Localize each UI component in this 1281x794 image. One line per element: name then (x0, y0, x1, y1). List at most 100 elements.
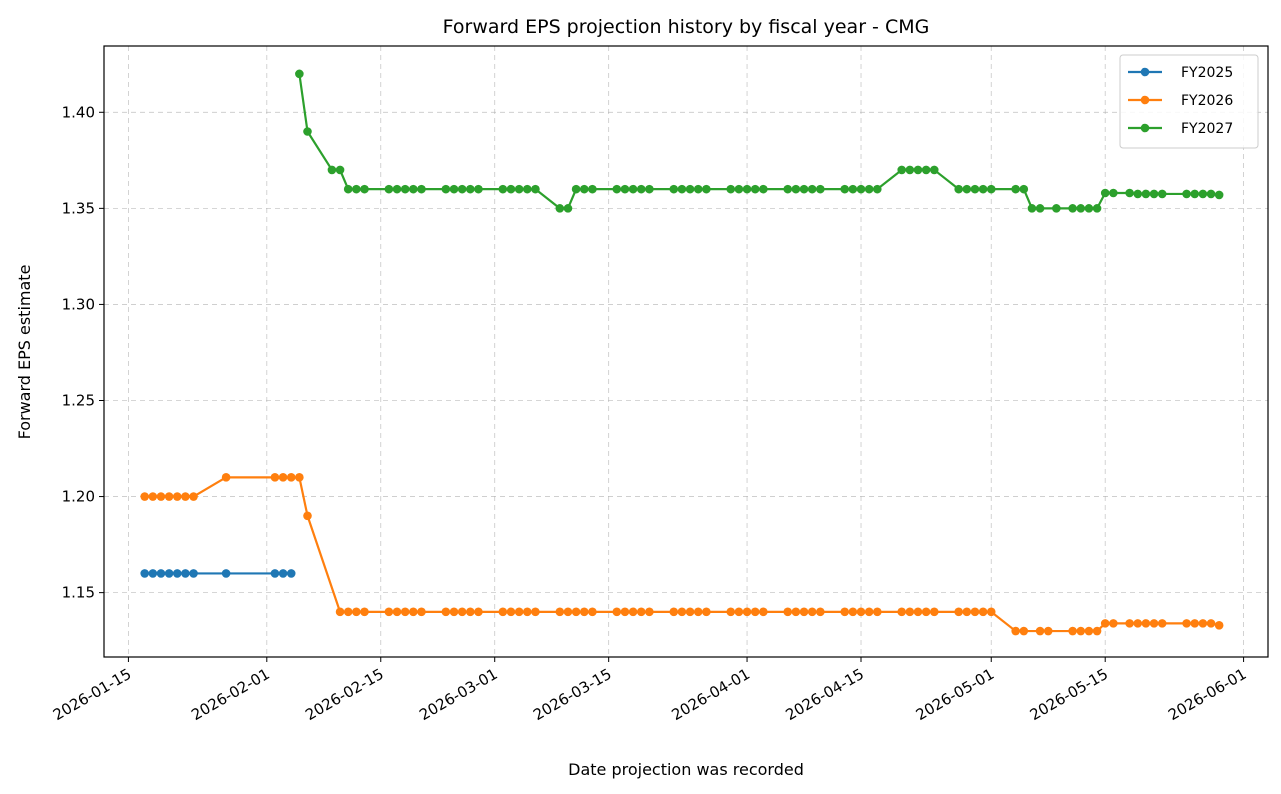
data-point-fy2026 (1109, 619, 1118, 628)
data-point-fy2027 (864, 184, 874, 194)
y-tick-label: 1.25 (62, 391, 95, 409)
data-point-fy2026 (1068, 626, 1077, 636)
data-point-fy2026 (278, 473, 288, 482)
y-tick-label: 1.35 (62, 199, 95, 217)
data-point-fy2027 (1109, 188, 1118, 198)
data-point-fy2027 (759, 184, 768, 194)
data-point-fy2026 (498, 607, 508, 617)
data-point-fy2027 (1125, 188, 1134, 198)
data-point-fy2025 (164, 569, 174, 578)
data-point-fy2026 (905, 607, 915, 617)
legend-label: FY2025 (1181, 65, 1233, 81)
y-tick-label: 1.15 (62, 584, 95, 602)
data-point-fy2026 (1092, 626, 1102, 636)
data-point-fy2027 (1027, 204, 1037, 213)
data-point-fy2027 (1149, 189, 1159, 199)
data-point-fy2026 (441, 607, 451, 617)
data-point-fy2027 (392, 184, 402, 194)
data-point-fy2026 (1133, 619, 1143, 628)
data-point-fy2027 (750, 184, 760, 194)
data-point-fy2026 (759, 607, 768, 617)
data-point-fy2026 (181, 492, 190, 501)
data-point-fy2027 (295, 69, 304, 79)
data-point-fy2026 (384, 607, 394, 617)
plot-frame (103, 45, 1269, 658)
data-point-fy2027 (1190, 189, 1200, 199)
data-point-fy2027 (872, 184, 882, 194)
data-point-fy2027 (742, 184, 752, 194)
data-point-fy2026 (734, 607, 744, 617)
data-point-fy2026 (677, 607, 687, 617)
data-point-fy2027 (417, 184, 426, 194)
data-point-fy2026 (620, 607, 630, 617)
data-point-fy2027 (645, 184, 654, 194)
data-point-fy2026 (807, 607, 817, 617)
data-point-fy2027 (343, 184, 353, 194)
legend-marker (1140, 95, 1150, 105)
data-point-fy2026 (189, 492, 198, 501)
data-point-fy2027 (962, 184, 972, 194)
data-point-fy2026 (750, 607, 760, 617)
data-point-fy2027 (636, 184, 646, 194)
data-point-fy2026 (360, 607, 369, 617)
data-point-fy2026 (449, 607, 459, 617)
legend-item-fy2027: FY2027 (1128, 121, 1233, 137)
data-point-fy2027 (1052, 204, 1061, 213)
data-point-fy2027 (1092, 204, 1102, 213)
series-layer (140, 69, 1224, 636)
data-point-fy2027 (905, 165, 915, 175)
data-point-fy2026 (1084, 626, 1094, 636)
series-fy2027 (295, 69, 1224, 213)
data-point-fy2025 (270, 569, 280, 578)
data-point-fy2026 (726, 607, 736, 617)
data-point-fy2026 (417, 607, 426, 617)
data-point-fy2027 (897, 165, 907, 175)
data-point-fy2027 (913, 165, 923, 175)
data-point-fy2027 (465, 184, 475, 194)
data-point-fy2026 (864, 607, 874, 617)
data-point-fy2027 (579, 184, 589, 194)
data-point-fy2026 (335, 607, 345, 617)
data-point-fy2025 (221, 569, 231, 578)
data-point-fy2026 (579, 607, 589, 617)
data-point-fy2026 (392, 607, 402, 617)
data-point-fy2027 (954, 184, 963, 194)
data-point-fy2027 (1182, 189, 1191, 199)
data-point-fy2025 (189, 569, 198, 578)
y-axis-label: Forward EPS estimate (15, 265, 34, 440)
y-axis-ticks: 1.15 1.20 1.25 1.30 1.35 1.40 (62, 103, 104, 602)
data-point-fy2027 (1011, 184, 1020, 194)
data-point-fy2026 (1157, 619, 1167, 628)
data-point-fy2026 (1206, 619, 1216, 628)
data-point-fy2027 (628, 184, 638, 194)
data-point-fy2027 (685, 184, 695, 194)
legend-box (1119, 54, 1259, 149)
data-point-fy2027 (612, 184, 622, 194)
data-point-fy2026 (295, 473, 304, 482)
data-point-fy2026 (164, 492, 174, 501)
data-point-fy2026 (286, 473, 296, 482)
data-point-fy2027 (702, 184, 711, 194)
data-point-fy2027 (588, 184, 597, 194)
data-point-fy2027 (335, 165, 345, 175)
data-point-fy2027 (327, 165, 337, 175)
data-point-fy2027 (807, 184, 817, 194)
data-point-fy2026 (1141, 619, 1151, 628)
data-point-fy2027 (970, 184, 980, 194)
data-point-fy2025 (172, 569, 182, 578)
chart-title: Forward EPS projection history by fiscal… (443, 16, 930, 38)
data-point-fy2026 (791, 607, 801, 617)
data-point-fy2027 (978, 184, 988, 194)
data-point-fy2026 (140, 492, 149, 501)
data-point-fy2026 (978, 607, 988, 617)
data-point-fy2026 (685, 607, 695, 617)
data-point-fy2027 (1206, 189, 1216, 199)
data-point-fy2027 (791, 184, 801, 194)
data-point-fy2026 (783, 607, 793, 617)
data-point-fy2026 (970, 607, 980, 617)
data-point-fy2025 (148, 569, 158, 578)
data-point-fy2027 (474, 184, 483, 194)
data-point-fy2026 (1182, 619, 1191, 628)
data-point-fy2027 (555, 204, 565, 213)
